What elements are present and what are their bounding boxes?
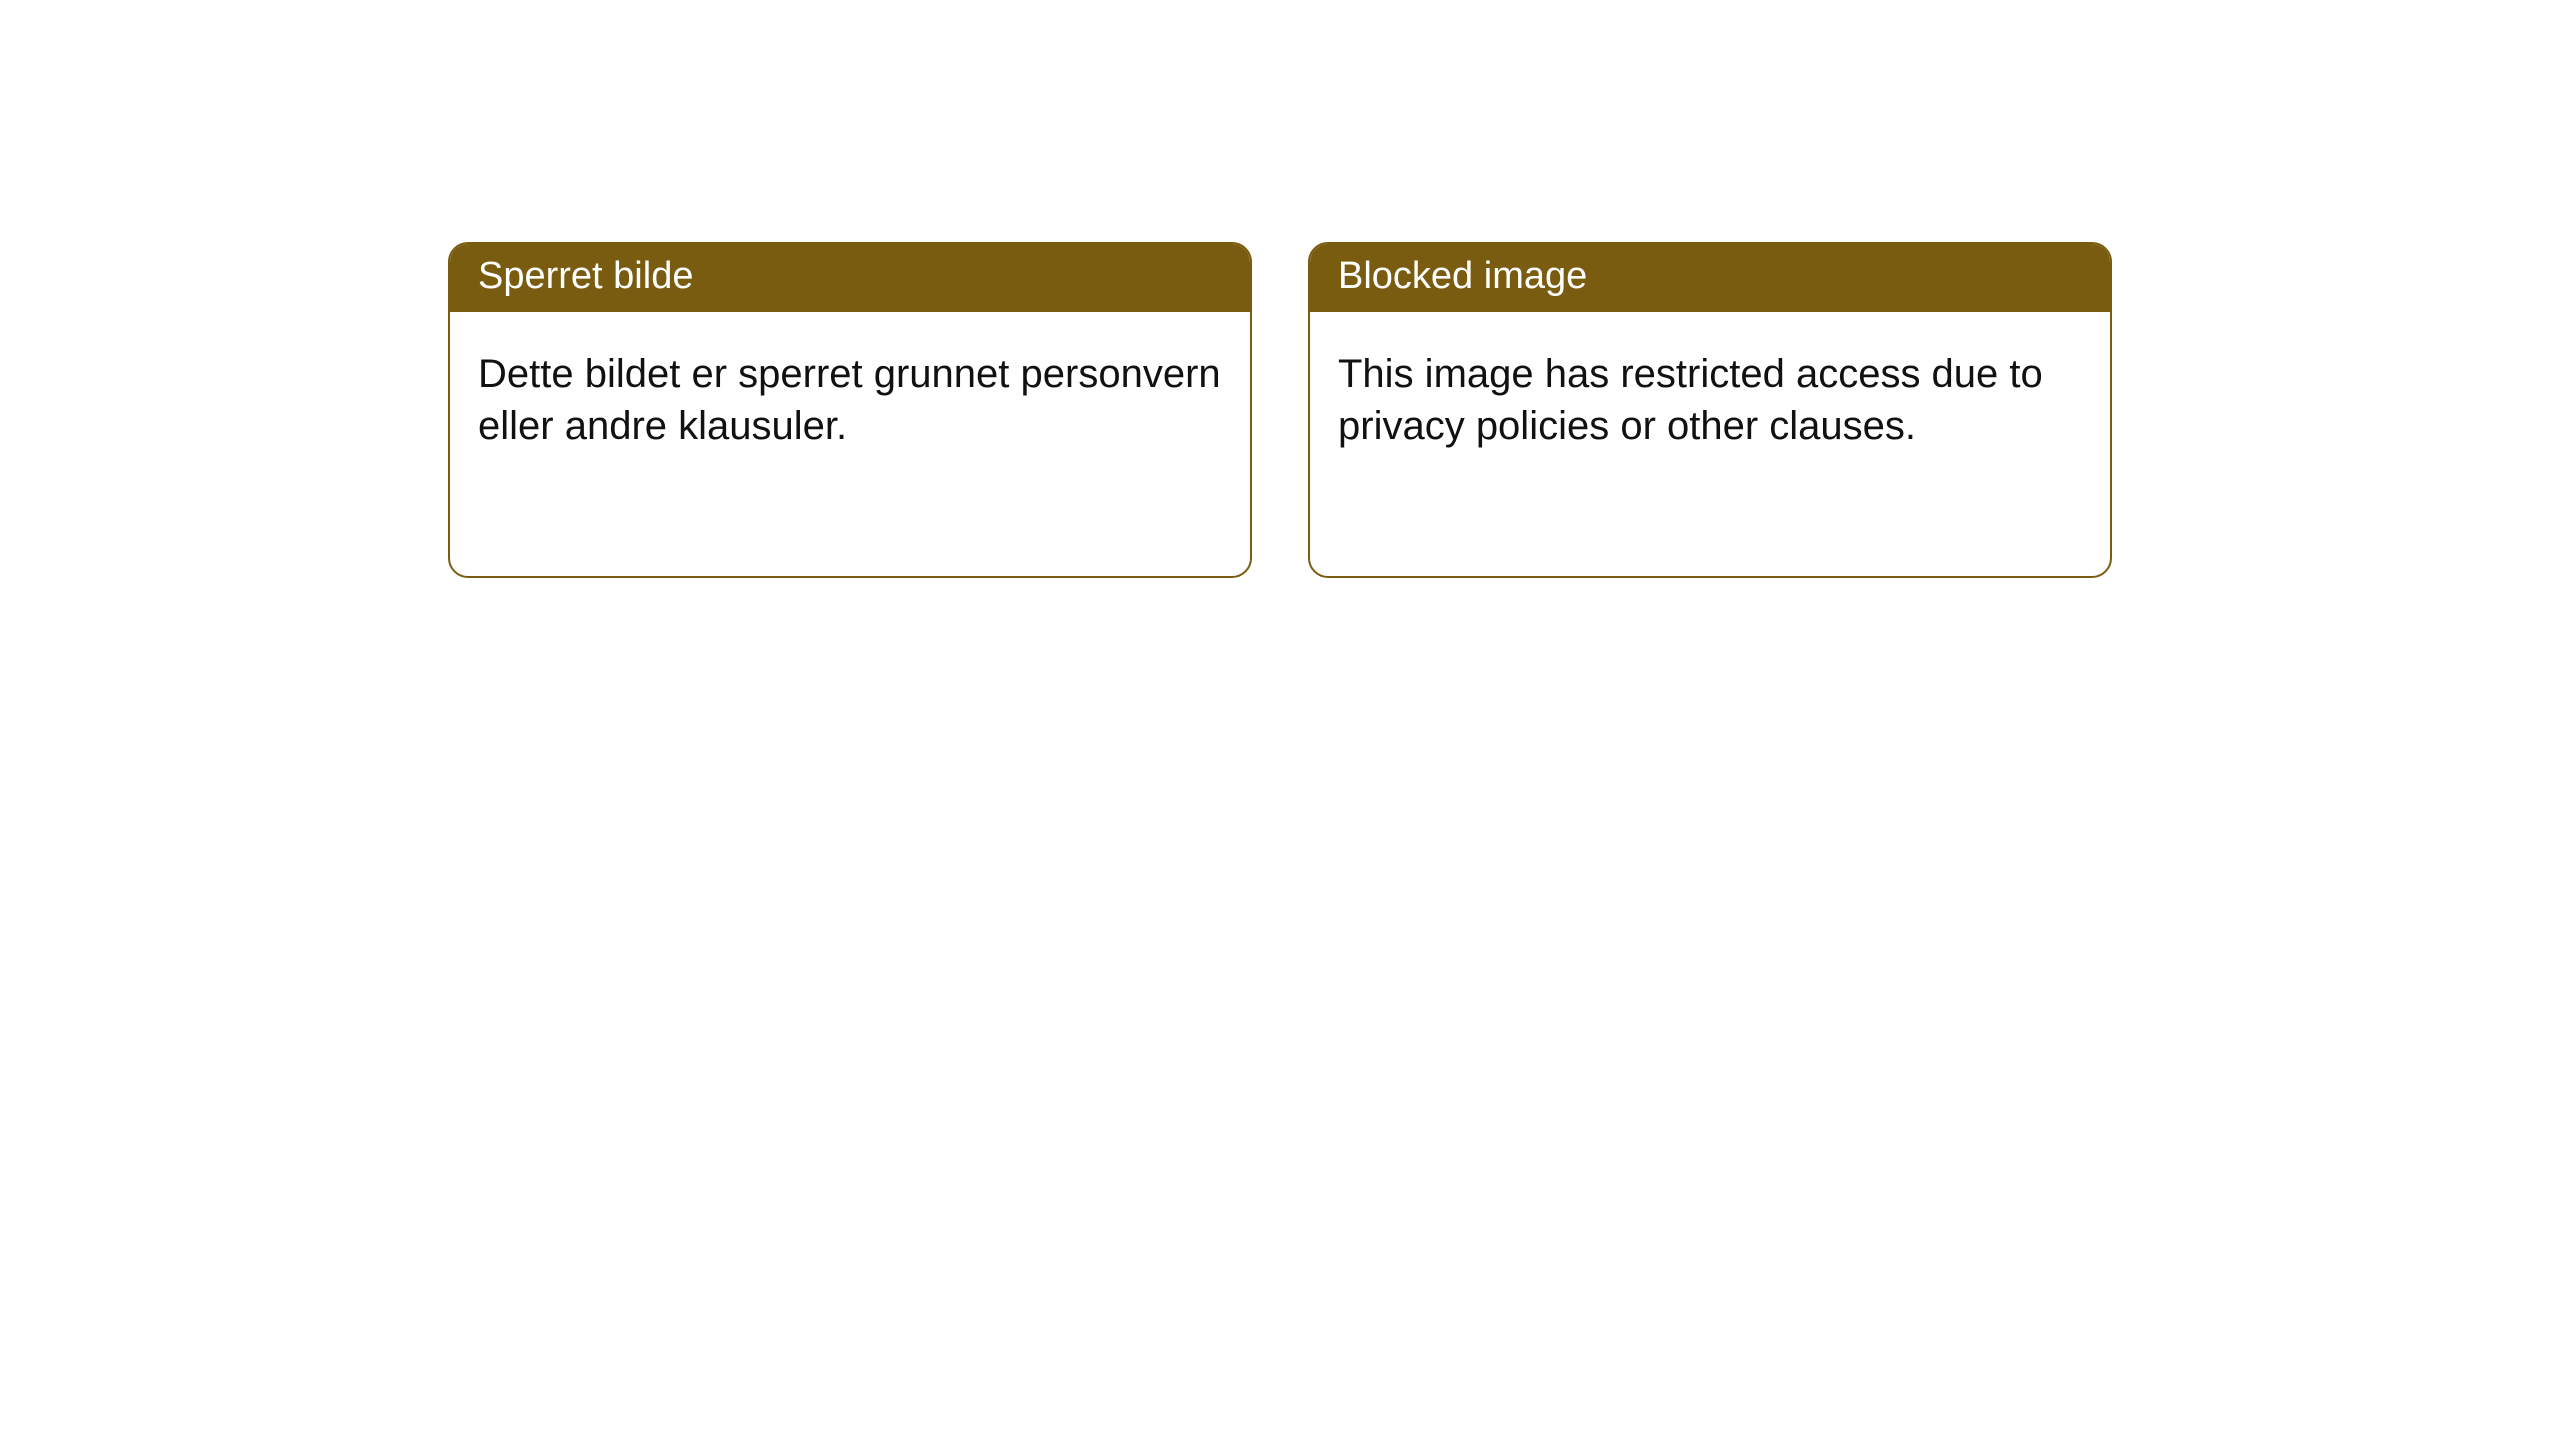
notice-card-no: Sperret bilde Dette bildet er sperret gr…	[448, 242, 1252, 578]
notice-card-en: Blocked image This image has restricted …	[1308, 242, 2112, 578]
notice-card-title: Sperret bilde	[450, 244, 1250, 312]
notice-container: Sperret bilde Dette bildet er sperret gr…	[0, 0, 2560, 578]
notice-card-title: Blocked image	[1310, 244, 2110, 312]
notice-card-body: Dette bildet er sperret grunnet personve…	[450, 312, 1250, 480]
notice-card-body: This image has restricted access due to …	[1310, 312, 2110, 480]
